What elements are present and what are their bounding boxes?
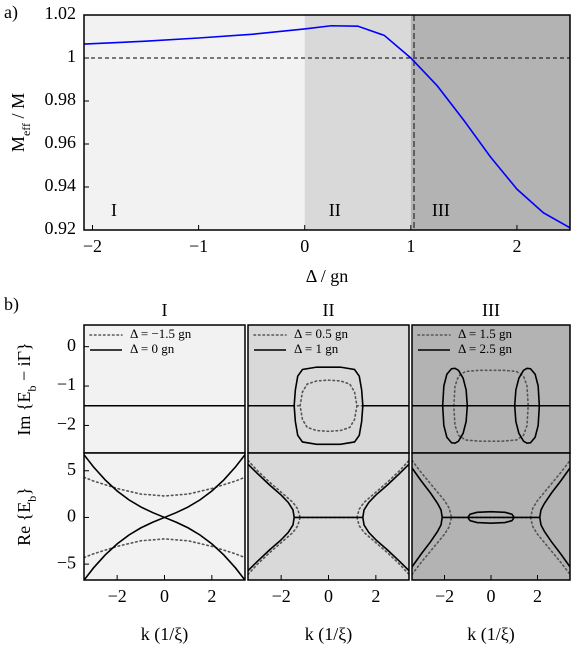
y-tick-label: −5 bbox=[57, 552, 76, 572]
x-tick-label: −2 bbox=[272, 586, 291, 606]
y-axis-label: Meff / M bbox=[8, 93, 33, 152]
x-tick-label: 2 bbox=[533, 586, 542, 606]
y-tick-label: 0 bbox=[67, 506, 76, 526]
legend-label: Δ = 1 gn bbox=[294, 341, 339, 356]
series-line bbox=[412, 467, 570, 568]
y-axis-label-part: − iΓ} bbox=[14, 342, 34, 385]
region-label: II bbox=[329, 200, 341, 220]
background bbox=[84, 325, 245, 453]
panel-label: b) bbox=[4, 294, 19, 315]
x-tick-label: 2 bbox=[512, 236, 521, 256]
region bbox=[304, 15, 411, 230]
y-tick-label: 1 bbox=[67, 46, 76, 66]
background bbox=[84, 453, 245, 580]
x-axis-label: k (1/ξ) bbox=[467, 624, 515, 645]
y-axis-label-part: Im {E bbox=[14, 392, 34, 436]
y-axis-label-part: b bbox=[25, 496, 39, 502]
plot-area bbox=[248, 325, 409, 453]
y-axis-label-part: eff bbox=[19, 123, 33, 136]
background bbox=[248, 453, 409, 580]
plot-area bbox=[84, 325, 245, 453]
y-axis-label-part: M bbox=[8, 136, 28, 152]
y-axis-label-part: Re {E bbox=[14, 502, 34, 546]
background bbox=[412, 453, 570, 580]
series-line bbox=[248, 463, 409, 572]
y-tick-label: 0 bbox=[67, 335, 76, 355]
plot-area bbox=[84, 453, 245, 580]
y-tick-label: −2 bbox=[57, 414, 76, 434]
series-line bbox=[412, 367, 570, 444]
y-tick-label: 0.94 bbox=[45, 175, 77, 195]
x-axis-label: k (1/ξ) bbox=[141, 624, 189, 645]
region bbox=[84, 15, 305, 230]
region-label: I bbox=[111, 200, 117, 220]
y-tick-label: 1.02 bbox=[45, 3, 77, 23]
series-line bbox=[248, 366, 409, 446]
x-tick-label: 1 bbox=[406, 236, 415, 256]
x-axis-label: Δ / gn bbox=[306, 266, 349, 286]
plot-area bbox=[84, 15, 570, 230]
y-tick-label: 0.96 bbox=[45, 132, 77, 152]
legend-label: Δ = 0 gn bbox=[130, 341, 175, 356]
plot-area bbox=[412, 325, 570, 453]
y-tick-label: 0.98 bbox=[45, 89, 77, 109]
y-tick-label: −1 bbox=[57, 374, 76, 394]
y-axis-label-part: / M bbox=[8, 93, 28, 123]
series-line bbox=[248, 459, 409, 576]
y-tick-label: 0.92 bbox=[45, 218, 77, 238]
series-line bbox=[84, 454, 245, 580]
plot-area bbox=[248, 453, 409, 580]
x-tick-label: −1 bbox=[189, 236, 208, 256]
region bbox=[410, 15, 570, 230]
x-axis-label: k (1/ξ) bbox=[305, 624, 353, 645]
legend-label: Δ = 1.5 gn bbox=[458, 326, 512, 341]
y-axis-label: Re {Eb} bbox=[14, 487, 39, 546]
x-tick-label: 0 bbox=[324, 586, 333, 606]
y-axis-label-part: } bbox=[14, 487, 34, 496]
y-axis-label-part: b bbox=[25, 386, 39, 392]
x-tick-label: 0 bbox=[160, 586, 169, 606]
legend-label: Δ = 2.5 gn bbox=[458, 341, 512, 356]
frame bbox=[83, 14, 571, 231]
x-tick-label: 2 bbox=[371, 586, 380, 606]
x-tick-label: 2 bbox=[207, 586, 216, 606]
background bbox=[412, 325, 570, 453]
series-line bbox=[84, 24, 570, 229]
x-tick-label: −2 bbox=[83, 236, 102, 256]
y-axis-label: Im {Eb − iΓ} bbox=[14, 342, 39, 435]
x-tick-label: −2 bbox=[435, 586, 454, 606]
x-tick-label: −2 bbox=[108, 586, 127, 606]
x-tick-label: 0 bbox=[487, 586, 496, 606]
region-label: III bbox=[432, 200, 450, 220]
column-title: II bbox=[323, 300, 335, 320]
series-line bbox=[84, 476, 245, 559]
legend-label: Δ = −1.5 gn bbox=[130, 326, 192, 341]
legend-label: Δ = 0.5 gn bbox=[294, 326, 348, 341]
y-tick-label: 5 bbox=[67, 459, 76, 479]
column-title: I bbox=[162, 300, 168, 320]
plot-area bbox=[412, 453, 570, 580]
column-title: III bbox=[482, 300, 500, 320]
x-tick-label: 0 bbox=[300, 236, 309, 256]
panel-label: a) bbox=[4, 2, 18, 23]
